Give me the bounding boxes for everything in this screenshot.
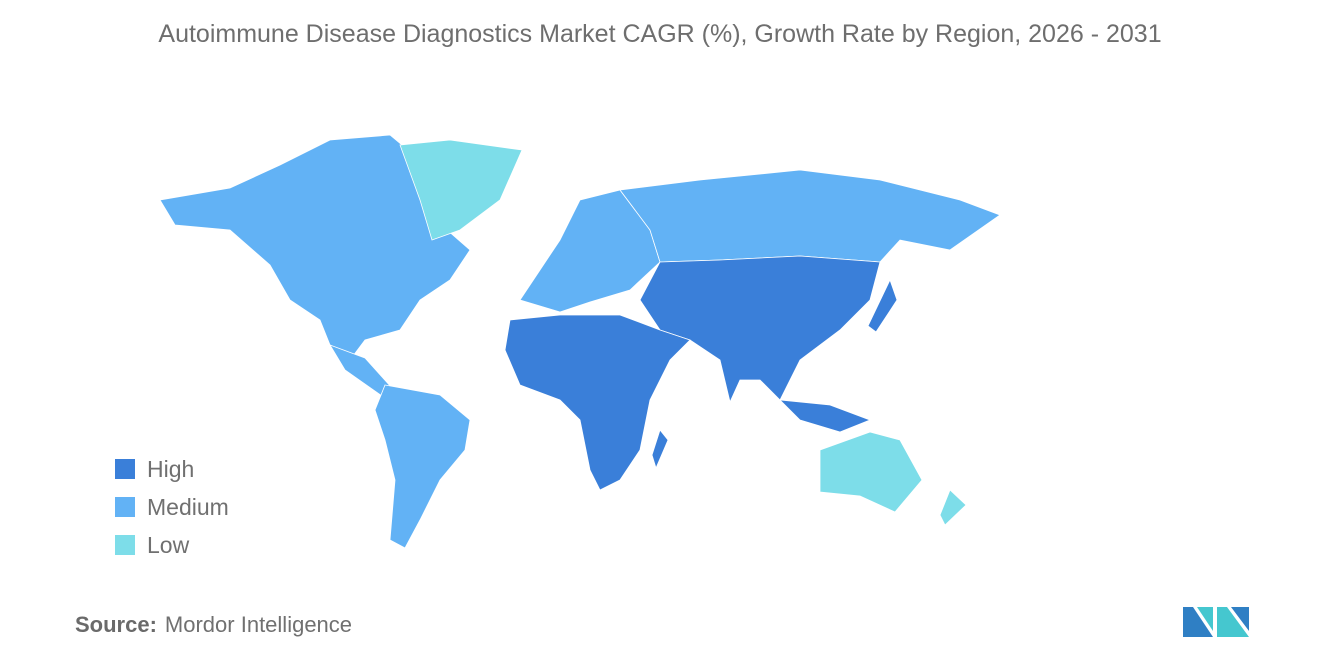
legend-swatch-low bbox=[115, 535, 135, 555]
region-north-america bbox=[159, 134, 471, 361]
region-greenland bbox=[399, 139, 523, 241]
region-australia-and-new-zealand bbox=[939, 489, 967, 526]
legend-swatch-high bbox=[115, 459, 135, 479]
legend-item-low: Low bbox=[115, 526, 229, 564]
legend-item-medium: Medium bbox=[115, 488, 229, 526]
legend: High Medium Low bbox=[115, 450, 229, 564]
legend-label: High bbox=[147, 455, 195, 482]
region-australia-and-new-zealand bbox=[819, 431, 923, 513]
region-middle-east-and-africa bbox=[504, 314, 691, 491]
region-asia bbox=[867, 278, 898, 333]
region-asia bbox=[778, 399, 872, 433]
region-north-america bbox=[329, 344, 393, 397]
source-value: Mordor Intelligence bbox=[164, 612, 353, 637]
region-middle-east-and-africa bbox=[651, 429, 669, 470]
legend-swatch-medium bbox=[115, 497, 135, 517]
mordor-intelligence-logo bbox=[1183, 607, 1249, 637]
region-asia bbox=[639, 255, 881, 404]
source-label: Source: bbox=[75, 612, 157, 637]
region-south-america bbox=[374, 384, 471, 549]
region-russia bbox=[619, 169, 1001, 263]
legend-label: Medium bbox=[147, 493, 229, 520]
chart-title: Autoimmune Disease Diagnostics Market CA… bbox=[158, 20, 1162, 48]
source-note: Source: Mordor Intelligence bbox=[75, 612, 352, 638]
legend-item-high: High bbox=[115, 450, 229, 488]
legend-label: Low bbox=[147, 531, 190, 558]
